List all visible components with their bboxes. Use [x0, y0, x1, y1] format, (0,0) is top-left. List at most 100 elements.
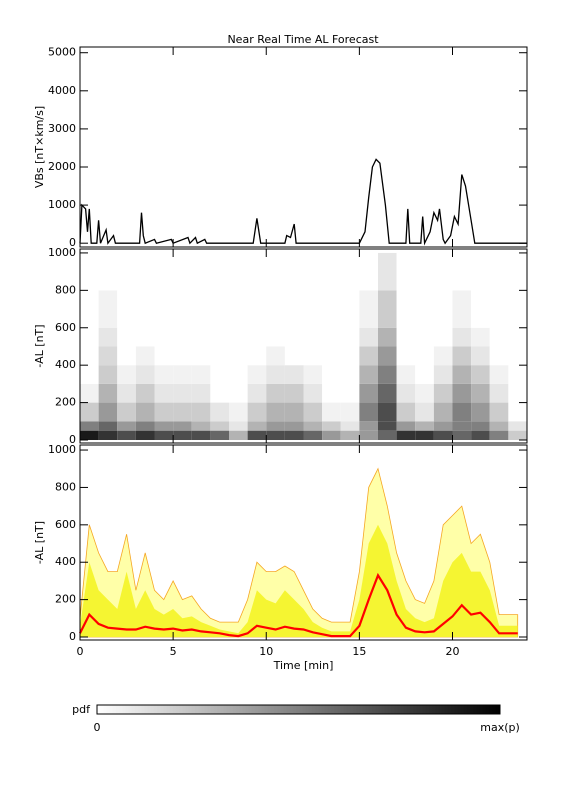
pdf-cell: [247, 402, 267, 422]
pdf-cell: [117, 383, 136, 403]
pdf-cell: [359, 327, 378, 347]
pdf-cell: [135, 252, 155, 291]
pdf-cell: [229, 383, 248, 403]
pdf-cell: [340, 383, 360, 403]
y-tick-label: 400: [55, 358, 76, 371]
colorbar-min: 0: [94, 721, 101, 734]
pdf-cell: [98, 421, 118, 431]
pdf-cell: [415, 252, 434, 291]
pdf-cell: [80, 327, 99, 347]
pdf-cell: [154, 290, 174, 328]
pdf-cell: [378, 327, 397, 347]
colorbar-max: max(p): [480, 721, 520, 734]
pdf-cell: [154, 365, 174, 384]
pdf-cell: [340, 252, 360, 291]
pdf-cell: [471, 430, 490, 441]
pdf-cell: [98, 252, 118, 291]
pdf-cell: [433, 346, 453, 366]
pdf-cell: [433, 365, 453, 384]
pdf-cell: [98, 430, 118, 441]
pdf-cell: [340, 421, 360, 431]
pdf-cell: [433, 327, 453, 347]
pdf-cell: [303, 421, 323, 431]
pdf-cell: [489, 383, 509, 403]
pdf-cell: [322, 430, 341, 441]
x-tick-label: 15: [352, 645, 366, 658]
pdf-cell: [98, 346, 118, 366]
pdf-cell: [266, 402, 285, 422]
pdf-cell: [173, 346, 192, 366]
pdf-cell: [452, 383, 472, 403]
pdf-cell: [98, 402, 118, 422]
pdf-cell: [191, 383, 211, 403]
pdf-cell: [191, 252, 211, 291]
pdf-cell: [117, 365, 136, 384]
colorbar-label: pdf: [72, 703, 91, 716]
pdf-cell: [322, 252, 341, 291]
pdf-cell: [191, 327, 211, 347]
pdf-cell: [210, 365, 229, 384]
pdf-cell: [191, 346, 211, 366]
pdf-cell: [378, 402, 397, 422]
pdf-cell: [117, 421, 136, 431]
y-tick-label: 800: [55, 480, 76, 493]
pdf-cell: [396, 365, 416, 384]
pdf-cell: [359, 365, 378, 384]
pdf-cell: [247, 421, 267, 431]
pdf-cell: [359, 346, 378, 366]
pdf-cell: [322, 346, 341, 366]
y-tick-label: 0: [69, 630, 76, 643]
y-tick-label: 1000: [48, 246, 76, 259]
panel: [80, 252, 527, 441]
pdf-cell: [508, 327, 527, 347]
pdf-cell: [489, 430, 509, 441]
pdf-cell: [471, 346, 490, 366]
pdf-cell: [322, 383, 341, 403]
pdf-cell: [210, 421, 229, 431]
y-tick-label: 200: [55, 593, 76, 606]
pdf-cell: [247, 327, 267, 347]
pdf-cell: [247, 383, 267, 403]
pdf-cell: [191, 421, 211, 431]
pdf-cell: [154, 252, 174, 291]
pdf-cell: [135, 290, 155, 328]
pdf-cell: [229, 290, 248, 328]
pdf-cell: [303, 430, 323, 441]
plot-frame: [79, 444, 528, 641]
x-tick-label: 0: [77, 645, 84, 658]
pdf-cell: [117, 327, 136, 347]
pdf-cell: [154, 383, 174, 403]
pdf-cell: [322, 402, 341, 422]
pdf-cell: [80, 290, 99, 328]
pdf-cell: [303, 290, 323, 328]
pdf-cell: [415, 383, 434, 403]
pdf-cell: [173, 290, 192, 328]
pdf-cell: [415, 421, 434, 431]
pdf-cell: [191, 430, 211, 441]
pdf-cell: [303, 365, 323, 384]
pdf-cell: [489, 327, 509, 347]
pdf-cell: [508, 402, 527, 422]
pdf-cell: [173, 365, 192, 384]
pdf-cell: [396, 327, 416, 347]
pdf-cell: [173, 383, 192, 403]
pdf-cell: [452, 365, 472, 384]
pdf-cell: [284, 290, 304, 328]
pdf-cell: [340, 365, 360, 384]
pdf-cell: [210, 252, 229, 291]
pdf-cell: [489, 402, 509, 422]
x-tick-label: 20: [446, 645, 460, 658]
pdf-cell: [508, 290, 527, 328]
pdf-cell: [322, 421, 341, 431]
y-tick-label: 1000: [48, 198, 76, 211]
pdf-cell: [229, 252, 248, 291]
pdf-cell: [489, 365, 509, 384]
pdf-cell: [98, 365, 118, 384]
pdf-cell: [340, 402, 360, 422]
pdf-cell: [322, 365, 341, 384]
panel: [79, 467, 519, 638]
pdf-cell: [359, 383, 378, 403]
pdf-cell: [471, 402, 490, 422]
pdf-cell: [340, 327, 360, 347]
